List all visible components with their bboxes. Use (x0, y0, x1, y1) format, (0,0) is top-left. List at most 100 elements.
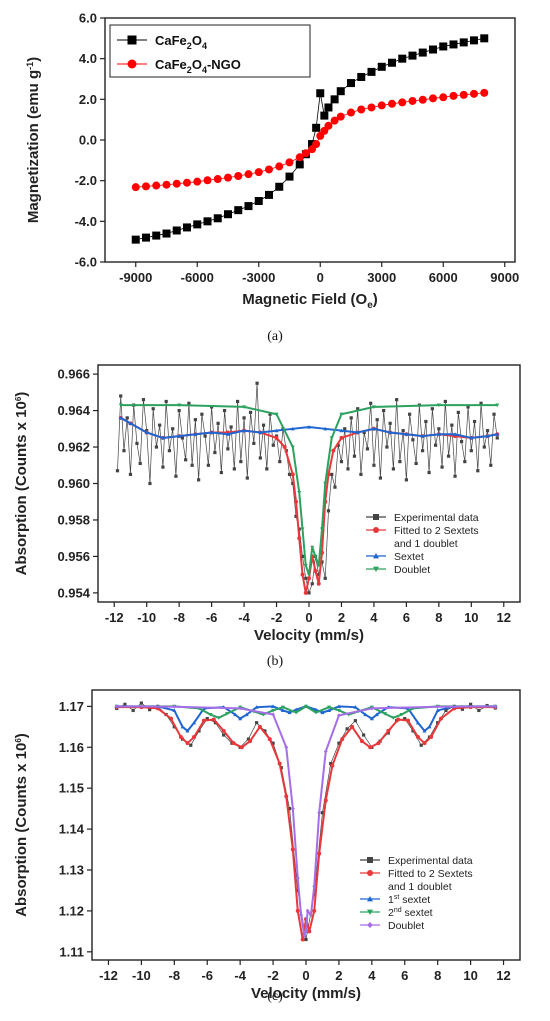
data-point (193, 220, 202, 229)
data-point (287, 807, 292, 811)
data-point (285, 158, 294, 167)
data-point (460, 707, 464, 711)
data-point (331, 448, 336, 453)
data-point (201, 718, 206, 723)
data-point (469, 435, 474, 440)
data-point (339, 412, 344, 417)
legend-label: Experimental data (394, 512, 479, 524)
data-point (291, 481, 295, 486)
data-point (446, 454, 451, 458)
data-point (317, 851, 322, 856)
data-point (429, 94, 437, 103)
y-tick-label: 0.0 (79, 133, 97, 148)
chart-c: -12 -10 -8 -6 -4 -2 0 2 4 6 8 10 12 1.11 1.12 1.13 1.14 1… (13, 689, 521, 1002)
data-point (408, 51, 417, 60)
data-point (444, 708, 448, 713)
data-point (255, 381, 259, 385)
data-point (363, 712, 368, 717)
data-point (239, 745, 244, 750)
y-tick-label: -6.0 (75, 255, 97, 270)
data-point (367, 103, 376, 112)
data-point (222, 733, 226, 737)
data-point (329, 762, 333, 766)
data-point (330, 763, 335, 768)
data-point (302, 933, 307, 938)
x-tick-label: 9000 (490, 270, 519, 285)
y-axis-label: Absorption (Counts x 106) (13, 392, 30, 576)
data-point (123, 702, 127, 706)
data-point (418, 95, 427, 104)
data-point (356, 407, 360, 411)
chart-a: -9000 -6000 -3000 0 3000 6000 9000 -6.0 -4.0 -2.0… (25, 11, 519, 312)
data-point (485, 429, 490, 433)
data-point (232, 467, 236, 471)
legend-label: and 1 doublet (394, 538, 458, 550)
data-point (297, 491, 302, 495)
data-point (472, 419, 477, 424)
data-point (398, 54, 407, 63)
data-point (305, 908, 310, 913)
data-point (347, 108, 355, 117)
data-point (343, 427, 347, 431)
data-point (118, 415, 123, 420)
data-point (477, 708, 481, 713)
data-point (193, 177, 202, 186)
data-point (178, 735, 183, 740)
data-point (303, 590, 308, 595)
legend-marker (127, 35, 137, 45)
data-point (172, 704, 177, 709)
data-point (403, 717, 407, 721)
data-point (372, 463, 376, 467)
data-point (388, 421, 392, 425)
x-tick-label: -12 (105, 610, 124, 625)
data-point (339, 460, 344, 464)
series-line (116, 705, 496, 940)
data-point (411, 729, 415, 733)
legend-marker (127, 59, 137, 69)
data-point (287, 710, 292, 715)
x-tick-label: 10 (464, 610, 478, 625)
data-point (469, 449, 473, 453)
x-tick-label: -6 (206, 610, 218, 625)
data-point (312, 140, 321, 149)
data-point (408, 412, 412, 416)
data-point (336, 704, 341, 708)
data-point (308, 913, 313, 917)
data-point (171, 427, 175, 431)
series-cafe2o4-ngo (131, 88, 489, 192)
data-point (280, 708, 285, 713)
chart-b: -12 -10 -8 -6 -4 -2 0 2 4 6 8 10 12 0.954 0.956 0.958 0.… (13, 364, 521, 644)
data-point (307, 576, 311, 581)
data-point (489, 463, 493, 467)
x-axis-label: Velocity (mm/s) (251, 985, 361, 1002)
x-tick-label: 12 (496, 968, 510, 983)
x-tick-label: 4 (370, 610, 378, 625)
data-point (231, 741, 236, 746)
x-tick-label: 6 (401, 968, 408, 983)
data-point (290, 472, 295, 477)
data-point (294, 499, 299, 504)
data-point (408, 96, 417, 105)
data-point (203, 217, 212, 226)
data-point (284, 745, 289, 750)
data-point (359, 472, 363, 476)
data-point (238, 706, 243, 711)
data-point (180, 724, 185, 729)
data-point (436, 432, 441, 436)
legend-label: Fitted to 2 Sextets (388, 868, 473, 880)
data-point (330, 116, 339, 125)
legend-marker (373, 553, 379, 559)
data-point (333, 485, 337, 489)
data-point (242, 416, 246, 420)
data-point (391, 716, 396, 720)
y-tick-label: 0.964 (57, 403, 90, 418)
data-point (436, 403, 441, 408)
data-point (233, 712, 238, 717)
data-point (128, 421, 133, 425)
data-point (312, 123, 321, 132)
y-tick-label: 1.11 (59, 944, 84, 959)
data-point (295, 876, 300, 881)
data-point (244, 170, 253, 179)
